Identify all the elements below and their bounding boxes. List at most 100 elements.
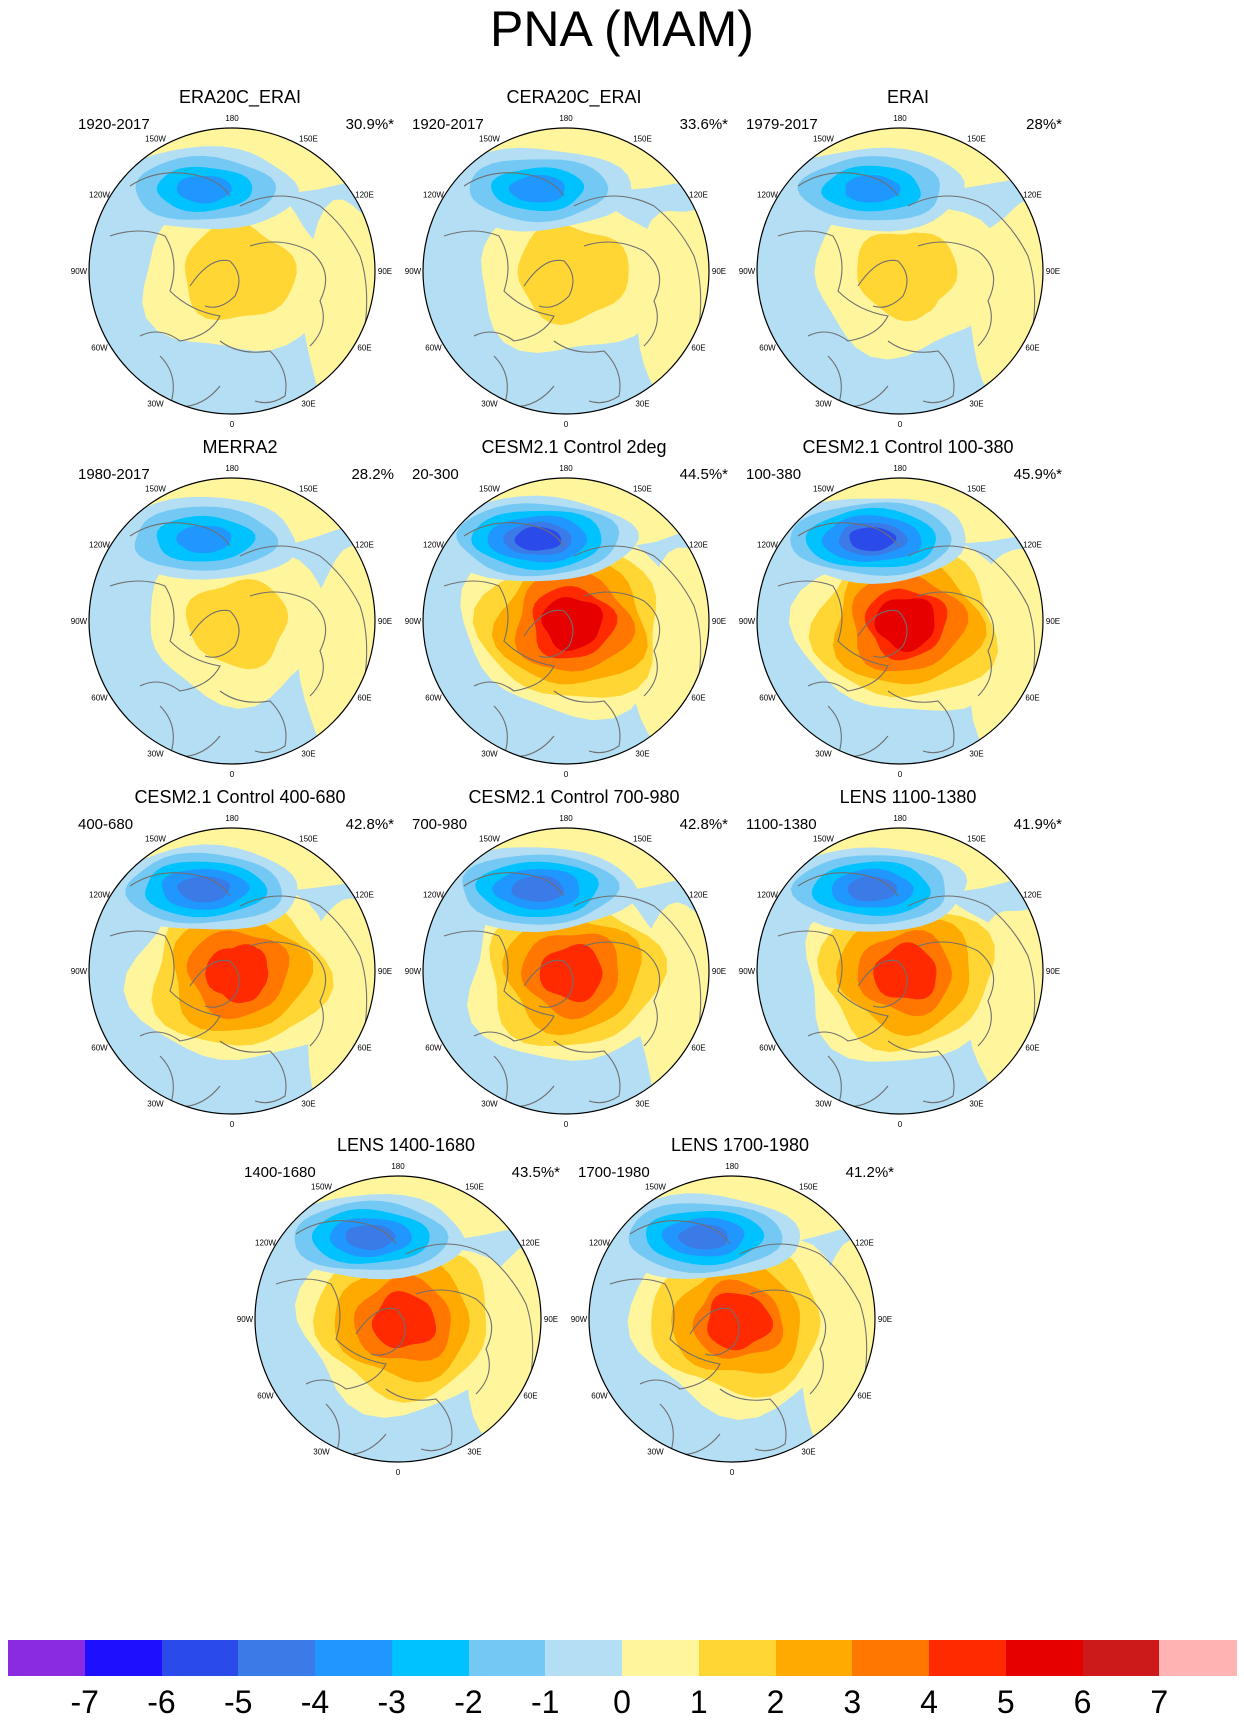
coastline — [355, 1307, 406, 1356]
longitude-label: 180 — [559, 814, 573, 823]
panel-title: LENS 1100-1380 — [839, 787, 977, 807]
coastline — [797, 522, 899, 547]
colorbar-tick-label: 6 — [1073, 1684, 1092, 1720]
longitude-label: 0 — [898, 420, 903, 429]
map-boundary — [88, 127, 376, 415]
longitude-label: 150E — [799, 1183, 818, 1192]
coastline — [523, 259, 574, 308]
panel-title: ERAI — [886, 87, 929, 107]
longitude-label: 150W — [479, 485, 500, 494]
colorbar-swatch — [622, 1640, 700, 1676]
longitude-label: 120W — [757, 541, 778, 550]
longitude-label: 0 — [396, 1468, 401, 1477]
panel-period: 20-300 — [412, 466, 459, 483]
map-boundary — [422, 477, 710, 765]
longitude-label: 30E — [301, 400, 315, 409]
longitude-label: 90E — [712, 267, 726, 276]
map-panel: CESM2.1 Control 700-980 700-980 42.8%* 180 1… — [404, 786, 744, 1142]
map-boundary — [88, 477, 376, 765]
longitude-label: 30W — [147, 400, 164, 409]
polar-map: 180 150E 120E 90E 60E 30E 0 30W 60W 90W 120W 150W — [405, 814, 726, 1129]
longitude-label: 90W — [405, 967, 422, 976]
coastline — [917, 941, 995, 1047]
longitude-label: 60W — [759, 344, 776, 353]
longitude-label: 150E — [465, 1183, 484, 1192]
coastline — [629, 1220, 731, 1245]
longitude-label: 60E — [357, 344, 371, 353]
longitude-label: 60W — [91, 344, 108, 353]
coastline — [189, 959, 240, 1008]
colorbar-swatch — [698, 1640, 776, 1676]
longitude-label: 180 — [893, 114, 907, 123]
map-panel: LENS 1700-1980 1700-1980 41.2%* 180 150E 120E… — [570, 1134, 910, 1490]
longitude-label: 120E — [1023, 191, 1042, 200]
map-panel: LENS 1100-1380 1100-1380 41.9%* 180 150E 120E… — [738, 786, 1078, 1142]
longitude-label: 30W — [147, 750, 164, 759]
longitude-label: 90W — [739, 967, 756, 976]
longitude-label: 0 — [898, 1120, 903, 1129]
panel-title: LENS 1700-1980 — [670, 1135, 810, 1155]
positive-anomaly-contour — [185, 579, 289, 670]
coastline — [109, 580, 221, 692]
longitude-label: 90E — [1046, 267, 1060, 276]
panel-explained-variance: 41.9%* — [1013, 816, 1062, 833]
map-boundary — [422, 827, 710, 1115]
longitude-label: 30E — [635, 1100, 649, 1109]
longitude-label: 120W — [757, 191, 778, 200]
positive-anomaly-contour — [529, 238, 617, 316]
coastline — [463, 172, 565, 197]
longitude-label: 90E — [878, 1315, 892, 1324]
longitude-label: 30W — [481, 750, 498, 759]
coastline — [443, 930, 555, 1042]
longitude-label: 120W — [89, 541, 110, 550]
longitude-label: 60W — [425, 344, 442, 353]
coastline — [573, 545, 702, 677]
colorbar-swatch — [315, 1640, 393, 1676]
colorbar-swatch — [238, 1640, 316, 1676]
map-boundary — [756, 827, 1044, 1115]
longitude-label: 60E — [1025, 1044, 1039, 1053]
longitude-label: 180 — [559, 114, 573, 123]
longitude-label: 0 — [230, 420, 235, 429]
coastline — [249, 941, 327, 1047]
panel-explained-variance: 28%* — [1026, 116, 1062, 133]
longitude-label: 30E — [301, 750, 315, 759]
colorbar-tick-label: 7 — [1150, 1684, 1169, 1720]
longitude-label: 120E — [855, 1239, 874, 1248]
panel-explained-variance: 44.5%* — [679, 466, 728, 483]
coastline — [415, 1289, 493, 1395]
longitude-label: 0 — [898, 770, 903, 779]
polar-map: 180 150E 120E 90E 60E 30E 0 30W 60W 90W 120W 150W — [71, 114, 392, 429]
longitude-label: 150W — [479, 135, 500, 144]
longitude-label: 150W — [311, 1183, 332, 1192]
panel-explained-variance: 43.5%* — [511, 1164, 560, 1181]
panel-explained-variance: 45.9%* — [1013, 466, 1062, 483]
longitude-label: 90E — [712, 967, 726, 976]
coastline — [249, 241, 327, 347]
longitude-label: 60E — [357, 1044, 371, 1053]
coastline — [573, 895, 702, 1027]
longitude-label: 60W — [91, 1044, 108, 1053]
positive-anomaly-contour — [539, 944, 603, 1003]
longitude-label: 30W — [815, 1100, 832, 1109]
longitude-label: 120E — [1023, 891, 1042, 900]
coastline — [917, 241, 995, 347]
longitude-label: 90W — [71, 617, 88, 626]
longitude-label: 60E — [523, 1392, 537, 1401]
longitude-label: 90E — [1046, 967, 1060, 976]
longitude-label: 30W — [147, 1100, 164, 1109]
longitude-label: 60E — [1025, 344, 1039, 353]
longitude-label: 90E — [1046, 617, 1060, 626]
coastline — [609, 1278, 721, 1390]
longitude-label: 120E — [689, 891, 708, 900]
longitude-label: 120E — [689, 191, 708, 200]
panel-title: ERA20C_ERAI — [178, 87, 302, 107]
longitude-label: 120E — [689, 541, 708, 550]
colorbar-swatch — [391, 1640, 469, 1676]
longitude-label: 180 — [391, 1162, 405, 1171]
map-boundary — [422, 127, 710, 415]
panel-explained-variance: 33.6%* — [679, 116, 728, 133]
coastline — [219, 340, 287, 404]
coastline — [463, 522, 565, 547]
